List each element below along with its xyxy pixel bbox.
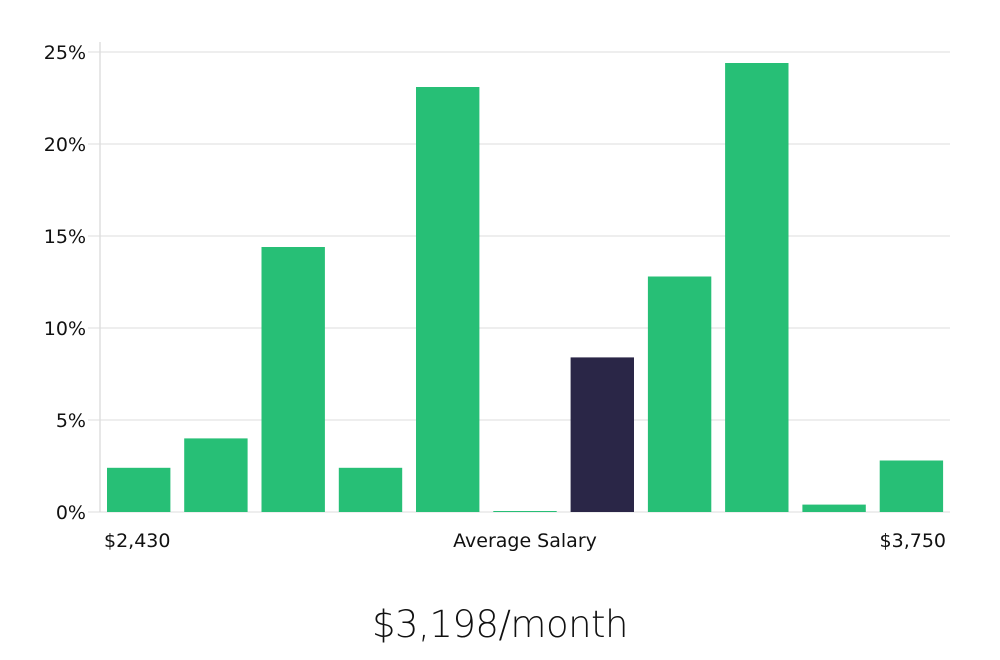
bar xyxy=(725,63,789,512)
y-tick-label: 20% xyxy=(44,134,86,156)
y-tick-label: 15% xyxy=(44,226,86,248)
bar xyxy=(338,467,403,512)
bars xyxy=(107,63,944,512)
x-label-average: Average Salary xyxy=(453,530,597,552)
y-tick-label: 25% xyxy=(44,42,86,64)
salary-distribution-chart: 0% 5% 10% 15% 20% 25% $2,430 Average Salary $… xyxy=(44,42,950,552)
bar xyxy=(261,247,325,512)
x-label-max: $3,750 xyxy=(880,530,946,552)
y-tick-label: 10% xyxy=(44,318,86,340)
y-axis-ticks: 0% 5% 10% 15% 20% 25% xyxy=(44,42,86,524)
x-label-min: $2,430 xyxy=(104,530,170,552)
bar xyxy=(879,460,944,512)
bar xyxy=(184,438,248,512)
bar-highlighted xyxy=(570,357,634,512)
bar xyxy=(647,276,712,512)
bar xyxy=(802,504,866,512)
y-tick-label: 0% xyxy=(56,502,86,524)
x-axis-labels: $2,430 Average Salary $3,750 xyxy=(104,530,946,552)
average-salary-figure: $3,198/month xyxy=(371,603,629,646)
bar xyxy=(416,87,480,512)
y-tick-label: 5% xyxy=(56,410,86,432)
bar xyxy=(493,511,557,512)
bar xyxy=(107,467,171,512)
